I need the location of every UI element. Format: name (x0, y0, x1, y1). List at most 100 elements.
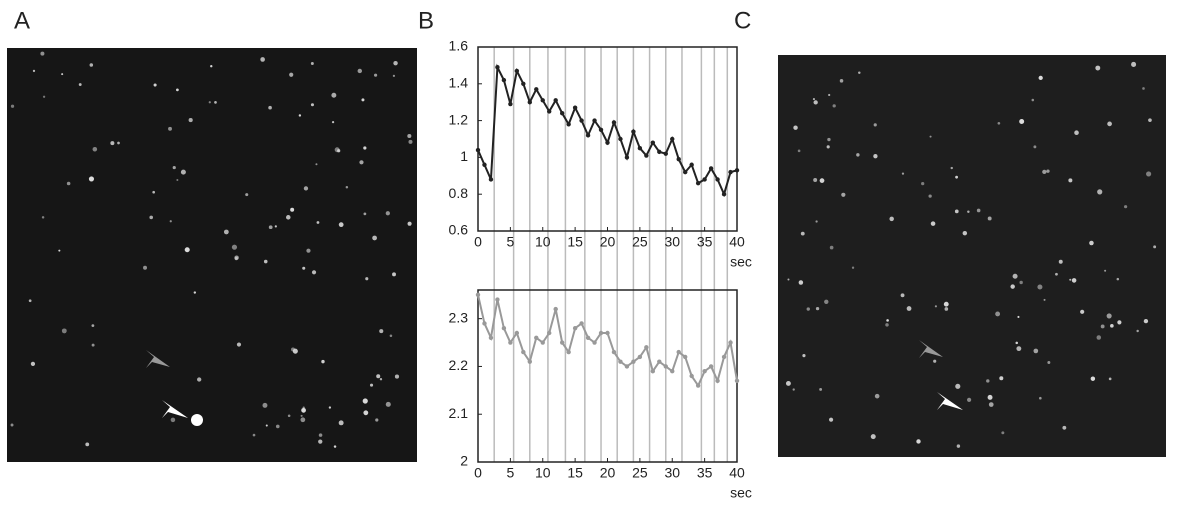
y-tick-label: 0.6 (449, 222, 469, 238)
spot (1142, 87, 1145, 90)
spot (170, 417, 176, 423)
spot (987, 394, 993, 400)
spot (318, 439, 323, 444)
spot (1043, 298, 1046, 301)
spot (1031, 98, 1035, 102)
spot (1080, 309, 1085, 314)
x-tick-label: 25 (632, 465, 648, 481)
spot (943, 301, 949, 307)
spot (1153, 245, 1157, 249)
spot (78, 83, 82, 86)
spot (268, 225, 273, 230)
data-point (695, 383, 701, 388)
spot (858, 71, 861, 74)
spot (987, 216, 992, 221)
spot (839, 79, 844, 83)
spot (375, 418, 379, 422)
spot (1037, 284, 1043, 290)
data-point (644, 345, 649, 350)
spot (1017, 315, 1020, 319)
data-point (650, 140, 656, 145)
spot (967, 397, 972, 402)
data-point (475, 147, 481, 153)
spot (828, 93, 831, 97)
x-tick-label: 40 (729, 234, 745, 250)
spot (999, 376, 1004, 381)
data-point (514, 330, 520, 336)
data-point (689, 162, 694, 167)
x-tick-label: 35 (697, 465, 713, 481)
spot (331, 92, 337, 98)
x-tick-label: 5 (506, 234, 514, 250)
spot (223, 229, 229, 235)
spot (361, 98, 365, 102)
spot (287, 414, 291, 418)
y-tick-label: 1.4 (449, 75, 469, 91)
spot (152, 190, 156, 194)
x-tick-label: 35 (697, 234, 713, 250)
y-tick-label: 2 (460, 453, 468, 469)
data-point (611, 349, 617, 355)
x-tick-label: 30 (664, 465, 680, 481)
spot (829, 245, 834, 250)
spot (289, 72, 294, 77)
data-point (644, 153, 649, 158)
data-point (501, 326, 507, 331)
spot (874, 393, 880, 399)
data-point (624, 364, 630, 369)
spot (310, 103, 314, 107)
data-point (695, 180, 701, 186)
spot (1090, 376, 1096, 381)
data-point (728, 169, 733, 175)
spot (1058, 259, 1063, 264)
spot (85, 442, 90, 447)
spot (1062, 425, 1067, 430)
data-point (605, 140, 610, 145)
spot (827, 137, 831, 142)
data-point (592, 340, 597, 345)
spot (1012, 273, 1018, 279)
spot (385, 401, 391, 407)
plot-frame (477, 289, 738, 463)
spot (345, 185, 349, 189)
spot (89, 63, 94, 67)
spot (117, 141, 120, 145)
data-point (572, 105, 578, 110)
data-point (495, 297, 500, 302)
spot (1074, 130, 1079, 136)
spot (372, 235, 377, 241)
spot (61, 73, 64, 76)
data-point (534, 87, 539, 92)
x-tick-label: 15 (567, 465, 583, 481)
data-point (566, 122, 571, 127)
spot (91, 324, 95, 328)
data-point (495, 65, 500, 70)
data-point (624, 155, 630, 160)
spot (392, 74, 396, 77)
data-point (683, 354, 688, 360)
spot (1010, 284, 1015, 289)
spot (824, 299, 829, 304)
spot (1100, 324, 1105, 329)
spot (793, 125, 798, 130)
spot (363, 212, 367, 216)
spot (376, 374, 381, 379)
spot (311, 270, 317, 275)
spot (188, 118, 193, 123)
spot (91, 343, 95, 347)
spot (291, 347, 295, 352)
spot (300, 417, 306, 423)
spot (32, 69, 36, 73)
spot (321, 359, 325, 364)
data-point (527, 100, 532, 105)
spot (950, 166, 953, 170)
spot (785, 380, 791, 386)
spot (1019, 118, 1025, 124)
spot (149, 215, 154, 220)
x-tick-label: 10 (535, 465, 551, 481)
spot (392, 272, 396, 277)
spot (851, 266, 855, 269)
data-point (702, 369, 707, 374)
spot (1104, 269, 1107, 272)
spot (933, 359, 937, 363)
